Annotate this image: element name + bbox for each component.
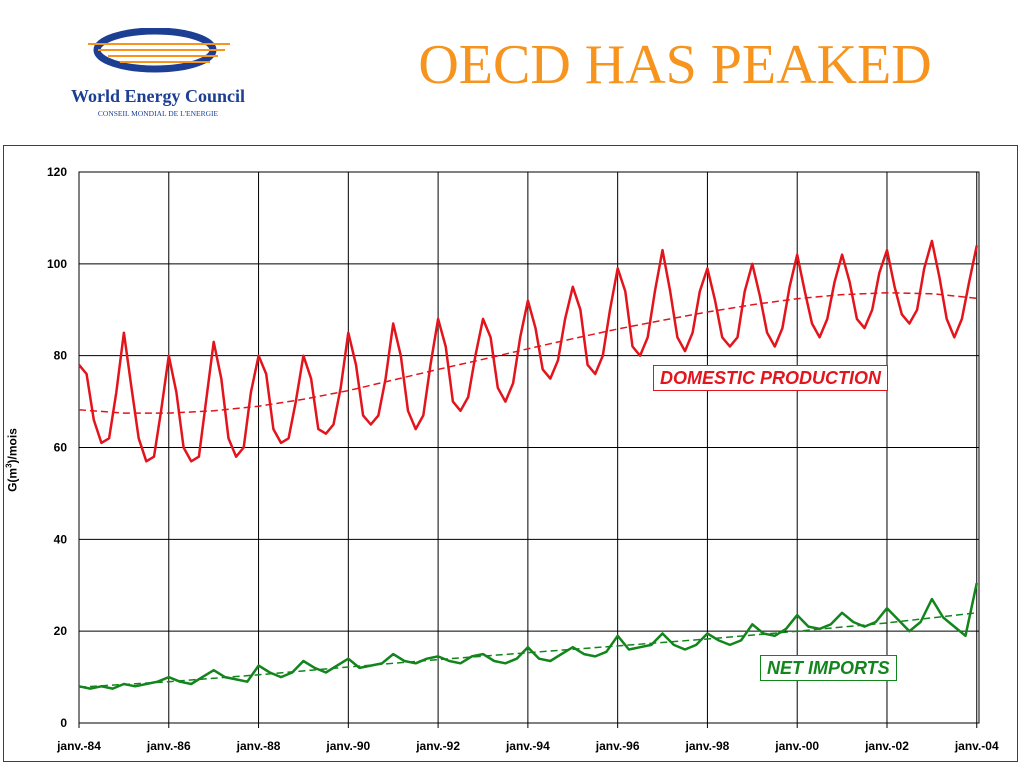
x-tick-label: janv.-02 <box>864 739 909 753</box>
x-tick-label: janv.-90 <box>325 739 370 753</box>
annotation-domestic-production: DOMESTIC PRODUCTION <box>653 365 889 391</box>
domestic-production-line <box>78 239 979 463</box>
y-tick-label: 100 <box>47 257 67 271</box>
logo-name: World Energy Council <box>71 86 245 106</box>
x-tick-label: janv.-84 <box>56 739 101 753</box>
x-tick-label: janv.-98 <box>685 739 730 753</box>
y-tick-label: 120 <box>47 165 67 179</box>
y-tick-label: 60 <box>54 441 68 455</box>
x-tick-label: janv.-00 <box>774 739 819 753</box>
x-tick-label: janv.-96 <box>595 739 640 753</box>
net-imports-line <box>78 582 979 690</box>
y-tick-label: 80 <box>54 349 68 363</box>
world-energy-council-logo: World Energy Council CONSEIL MONDIAL DE … <box>71 28 245 118</box>
annotation-net-imports: NET IMPORTS <box>760 655 897 681</box>
y-tick-label: 40 <box>54 532 68 546</box>
y-tick-label: 0 <box>60 716 67 730</box>
logo-subtitle: CONSEIL MONDIAL DE L'ENERGIE <box>98 109 219 118</box>
domestic-production-trend-line <box>78 292 977 414</box>
net-imports-trend-line <box>78 612 977 688</box>
y-tick-label: 20 <box>54 624 68 638</box>
x-tick-label: janv.-86 <box>146 739 191 753</box>
x-tick-label: janv.-94 <box>505 739 550 753</box>
y-axis-label: G(m3)/mois <box>4 428 20 492</box>
x-tick-label: janv.-92 <box>415 739 460 753</box>
x-tick-label: janv.-88 <box>236 739 281 753</box>
page-title: OECD HAS PEAKED <box>418 34 932 96</box>
x-tick-label: janv.-04 <box>954 739 999 753</box>
plot-area-border <box>78 171 980 724</box>
